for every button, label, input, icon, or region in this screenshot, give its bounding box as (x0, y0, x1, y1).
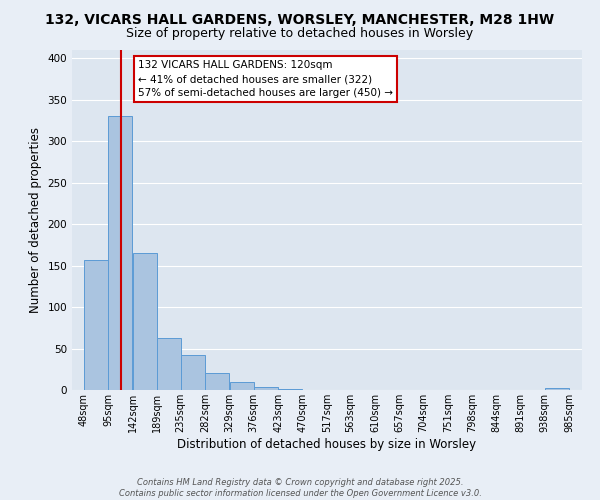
Text: Size of property relative to detached houses in Worsley: Size of property relative to detached ho… (127, 28, 473, 40)
Bar (109, 116, 133, 390)
Bar (230, 382, 254, 390)
Text: 132 VICARS HALL GARDENS: 120sqm
← 41% of detached houses are smaller (322)
57% o: 132 VICARS HALL GARDENS: 120sqm ← 41% of… (139, 60, 394, 98)
Bar (181, 355, 205, 390)
Bar (278, 389, 302, 390)
Bar (205, 372, 229, 390)
Bar (133, 253, 157, 390)
X-axis label: Distribution of detached houses by size in Worsley: Distribution of detached houses by size … (178, 438, 476, 450)
Text: Contains HM Land Registry data © Crown copyright and database right 2025.
Contai: Contains HM Land Registry data © Crown c… (119, 478, 481, 498)
Bar (254, 386, 278, 390)
Bar (84, 260, 108, 390)
Y-axis label: Number of detached properties: Number of detached properties (29, 127, 42, 313)
Bar (157, 338, 181, 390)
Text: 132, VICARS HALL GARDENS, WORSLEY, MANCHESTER, M28 1HW: 132, VICARS HALL GARDENS, WORSLEY, MANCH… (46, 12, 554, 26)
Bar (545, 388, 569, 390)
